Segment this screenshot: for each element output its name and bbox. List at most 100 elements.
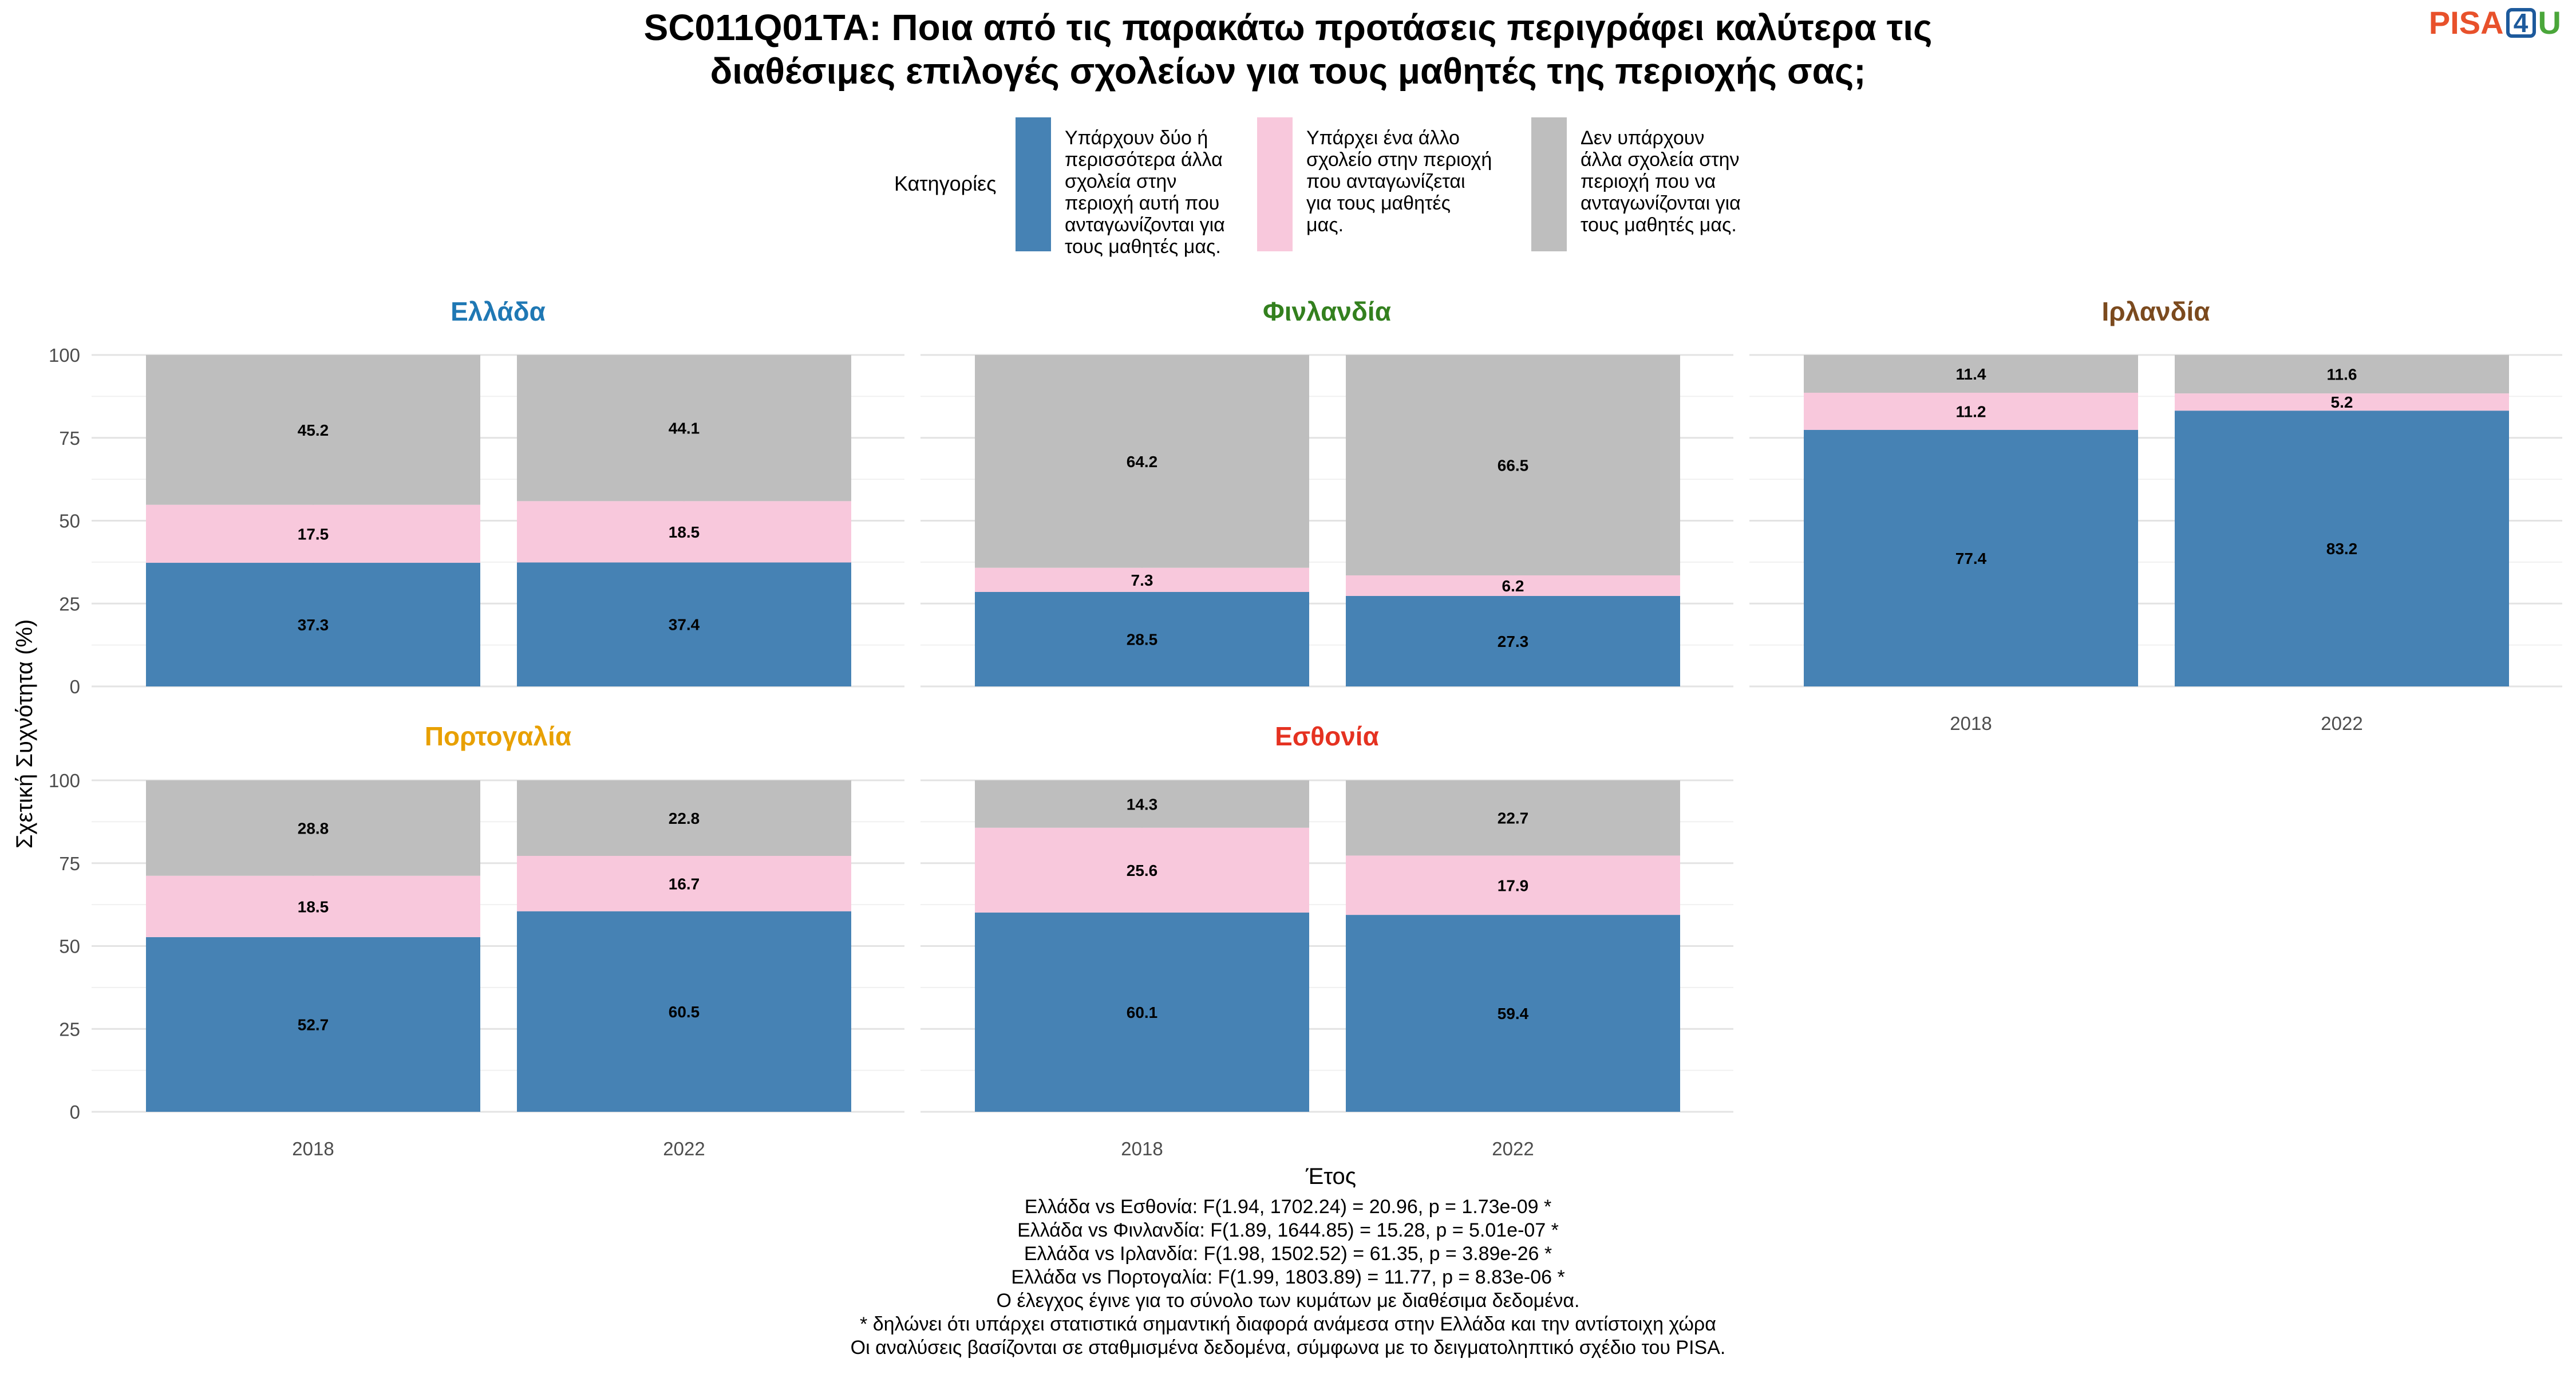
data-label: 28.5 bbox=[1127, 630, 1158, 648]
data-label: 22.8 bbox=[669, 810, 700, 827]
data-label: 17.5 bbox=[298, 525, 329, 543]
bar-segment bbox=[1804, 355, 2138, 393]
bar-segment bbox=[146, 875, 480, 937]
legend-label-line: σχολεία στην bbox=[1065, 171, 1177, 192]
x-tick-label: 2022 bbox=[663, 1138, 705, 1159]
legend-swatch-no-schools bbox=[1531, 117, 1567, 251]
data-label: 52.7 bbox=[298, 1016, 329, 1033]
legend-label-multiple-schools: Υπάρχουν δύο ή περισσότερα άλλα σχολεία … bbox=[1065, 127, 1225, 258]
logo-text-4: 4 bbox=[2506, 8, 2536, 38]
data-label: 22.7 bbox=[1498, 810, 1529, 827]
bar-segment bbox=[975, 591, 1309, 686]
data-label: 18.5 bbox=[669, 523, 700, 541]
data-label: 16.7 bbox=[669, 875, 700, 893]
y-tick-label: 75 bbox=[59, 428, 80, 449]
footnote-line: Ο έλεγχος έγινε για το σύνολο των κυμάτω… bbox=[996, 1290, 1580, 1312]
data-label: 60.1 bbox=[1127, 1004, 1158, 1021]
footnote-line: Οι αναλύσεις βασίζονται σε σταθμισμένα δ… bbox=[850, 1337, 1726, 1359]
y-tick-label: 0 bbox=[70, 676, 80, 697]
data-label: 37.3 bbox=[298, 616, 329, 634]
bar-segment bbox=[975, 355, 1309, 568]
y-tick-label: 50 bbox=[59, 936, 80, 957]
bar-segment bbox=[975, 780, 1309, 828]
x-axis-label: Έτος bbox=[1305, 1164, 1356, 1189]
data-label: 59.4 bbox=[1498, 1005, 1529, 1022]
data-label: 27.3 bbox=[1498, 633, 1529, 650]
legend-title: Κατηγορίες bbox=[894, 172, 997, 195]
legend-label-line: που ανταγωνίζεται bbox=[1306, 171, 1465, 192]
panel-5: Εσθονία 60.1 25.6 14.3 59.4 17.9 22.7 2018 2022 bbox=[920, 721, 1733, 1159]
bar-segment bbox=[146, 355, 480, 505]
legend-label-line: περιοχή αυτή που bbox=[1065, 192, 1220, 214]
legend-label-line: μας. bbox=[1306, 214, 1344, 236]
bar-segment bbox=[975, 567, 1309, 592]
bar-segment bbox=[1804, 429, 2138, 686]
x-tick-label: 2018 bbox=[1121, 1138, 1163, 1159]
chart-title-line-1: SC011Q01TA: Ποια από τις παρακάτω προτάσ… bbox=[643, 7, 1933, 48]
logo-text-u: U bbox=[2538, 5, 2561, 41]
data-label: 11.2 bbox=[1956, 402, 1986, 420]
data-label: 37.4 bbox=[669, 616, 700, 634]
legend-label-line: για τους μαθητές bbox=[1306, 192, 1451, 214]
bar-segment bbox=[1346, 780, 1680, 856]
bar-segment bbox=[1346, 575, 1680, 596]
data-label: 28.8 bbox=[298, 819, 329, 837]
legend-label-one-school: Υπάρχει ένα άλλο σχολείο στην περιοχή πο… bbox=[1306, 127, 1492, 236]
legend-swatch-one-school bbox=[1257, 117, 1293, 251]
panel-title: Φινλανδία bbox=[1263, 297, 1391, 326]
bar-segment bbox=[517, 856, 851, 911]
data-label: 60.5 bbox=[669, 1003, 700, 1021]
data-label: 44.1 bbox=[669, 420, 700, 437]
legend-label-line: Υπάρχουν δύο ή bbox=[1065, 127, 1208, 149]
y-tick-label: 0 bbox=[70, 1101, 80, 1123]
legend-label-no-schools: Δεν υπάρχουν άλλα σχολεία στην περιοχή π… bbox=[1581, 127, 1741, 236]
legend-label-line: ανταγωνίζονται για bbox=[1065, 214, 1225, 236]
bar-segment bbox=[2175, 355, 2509, 394]
panel-title: Ελλάδα bbox=[451, 297, 546, 326]
bar-segment bbox=[146, 937, 480, 1112]
bar-segment bbox=[146, 504, 480, 563]
y-tick-label: 100 bbox=[49, 345, 80, 366]
bar-segment bbox=[1346, 915, 1680, 1112]
bar-segment bbox=[146, 780, 480, 876]
y-tick-label: 100 bbox=[49, 770, 80, 791]
x-tick-label: 2022 bbox=[1492, 1138, 1534, 1159]
bar-segment bbox=[1346, 355, 1680, 576]
footnote-line: * δηλώνει ότι υπάρχει στατιστικά σημαντι… bbox=[860, 1313, 1716, 1335]
y-axis-label: Σχετική Συχνότητα (%) bbox=[12, 619, 37, 849]
bar-segment bbox=[517, 780, 851, 856]
bar-segment bbox=[2175, 393, 2509, 411]
legend-label-line: τους μαθητές μας. bbox=[1581, 214, 1737, 236]
legend-swatch-multiple-schools bbox=[1016, 117, 1051, 251]
bar-segment bbox=[1804, 393, 2138, 430]
legend-label-line: περισσότερα άλλα bbox=[1065, 149, 1223, 171]
bar-segment bbox=[517, 911, 851, 1112]
legend-label-line: τους μαθητές μας. bbox=[1065, 236, 1221, 258]
legend-label-line: σχολείο στην περιοχή bbox=[1306, 149, 1492, 171]
bar-segment bbox=[975, 827, 1309, 913]
footnote-line: Ελλάδα vs Πορτογαλία: F(1.99, 1803.89) =… bbox=[1011, 1266, 1565, 1288]
data-label: 14.3 bbox=[1127, 795, 1158, 813]
chart-title: SC011Q01TA: Ποια από τις παρακάτω προτάσ… bbox=[0, 6, 2576, 93]
bar-segment bbox=[1346, 855, 1680, 915]
x-tick-label: 2022 bbox=[2321, 713, 2362, 734]
y-tick-label: 50 bbox=[59, 511, 80, 532]
data-label: 77.4 bbox=[1955, 550, 1987, 567]
panel-2: Φινλανδία 28.5 7.3 64.2 27.3 6.2 66.5 bbox=[920, 297, 1733, 688]
panel-4: Πορτογαλία 0 25 50 75 100 52.7 18.5 28.8 60.5 16.7… bbox=[49, 721, 904, 1159]
y-tick-label: 25 bbox=[59, 593, 80, 614]
data-label: 45.2 bbox=[298, 421, 329, 439]
panel-title: Εσθονία bbox=[1275, 721, 1379, 751]
y-tick-label: 25 bbox=[59, 1018, 80, 1040]
data-label: 18.5 bbox=[298, 898, 329, 915]
bar-segment bbox=[517, 355, 851, 502]
logo-text-pisa: PISA bbox=[2428, 5, 2504, 41]
panel-3: Ιρλανδία 77.4 11.2 11.4 83.2 5.2 11.6 2018 2022 bbox=[1749, 297, 2562, 734]
legend-label-line: περιοχή που να bbox=[1581, 171, 1716, 192]
x-tick-label: 2018 bbox=[1950, 713, 1992, 734]
bar-segment bbox=[146, 563, 480, 686]
data-label: 5.2 bbox=[2331, 393, 2353, 411]
data-label: 66.5 bbox=[1498, 457, 1529, 475]
y-tick-label: 75 bbox=[59, 853, 80, 874]
chart-title-line-2: διαθέσιμες επιλογές σχολείων για τους μα… bbox=[710, 50, 1866, 92]
